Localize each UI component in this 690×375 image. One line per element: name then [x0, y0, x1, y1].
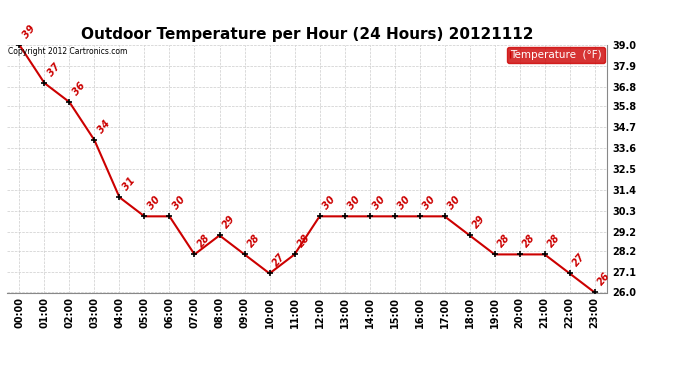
Point — [289, 251, 300, 257]
Text: 28: 28 — [496, 233, 512, 250]
Point — [164, 213, 175, 219]
Point — [514, 251, 525, 257]
Legend: Temperature  (°F): Temperature (°F) — [507, 47, 605, 63]
Text: 34: 34 — [96, 118, 112, 135]
Point — [64, 99, 75, 105]
Text: 28: 28 — [521, 233, 538, 250]
Text: 30: 30 — [170, 195, 187, 211]
Text: 37: 37 — [46, 62, 62, 78]
Point — [439, 213, 450, 219]
Text: 28: 28 — [196, 233, 212, 250]
Text: 30: 30 — [421, 195, 437, 211]
Text: 31: 31 — [121, 176, 137, 192]
Text: 30: 30 — [446, 195, 462, 211]
Point — [564, 270, 575, 276]
Text: 39: 39 — [21, 24, 37, 40]
Point — [264, 270, 275, 276]
Text: 30: 30 — [321, 195, 337, 211]
Point — [414, 213, 425, 219]
Point — [364, 213, 375, 219]
Text: 36: 36 — [70, 81, 87, 98]
Text: 28: 28 — [546, 233, 562, 250]
Point — [539, 251, 550, 257]
Point — [189, 251, 200, 257]
Text: Copyright 2012 Cartronics.com: Copyright 2012 Cartronics.com — [8, 48, 127, 57]
Point — [139, 213, 150, 219]
Text: 29: 29 — [221, 214, 237, 231]
Point — [14, 42, 25, 48]
Text: 26: 26 — [596, 271, 612, 288]
Text: 28: 28 — [246, 233, 262, 250]
Text: 30: 30 — [371, 195, 387, 211]
Point — [464, 232, 475, 238]
Text: 30: 30 — [346, 195, 362, 211]
Point — [114, 194, 125, 200]
Text: 30: 30 — [146, 195, 162, 211]
Text: 30: 30 — [396, 195, 412, 211]
Point — [39, 80, 50, 86]
Text: 27: 27 — [270, 252, 287, 269]
Point — [214, 232, 225, 238]
Point — [389, 213, 400, 219]
Point — [589, 290, 600, 296]
Point — [339, 213, 350, 219]
Point — [239, 251, 250, 257]
Text: 29: 29 — [471, 214, 487, 231]
Point — [489, 251, 500, 257]
Title: Outdoor Temperature per Hour (24 Hours) 20121112: Outdoor Temperature per Hour (24 Hours) … — [81, 27, 533, 42]
Point — [314, 213, 325, 219]
Text: 27: 27 — [571, 252, 587, 269]
Point — [89, 137, 100, 143]
Text: 28: 28 — [296, 233, 312, 250]
